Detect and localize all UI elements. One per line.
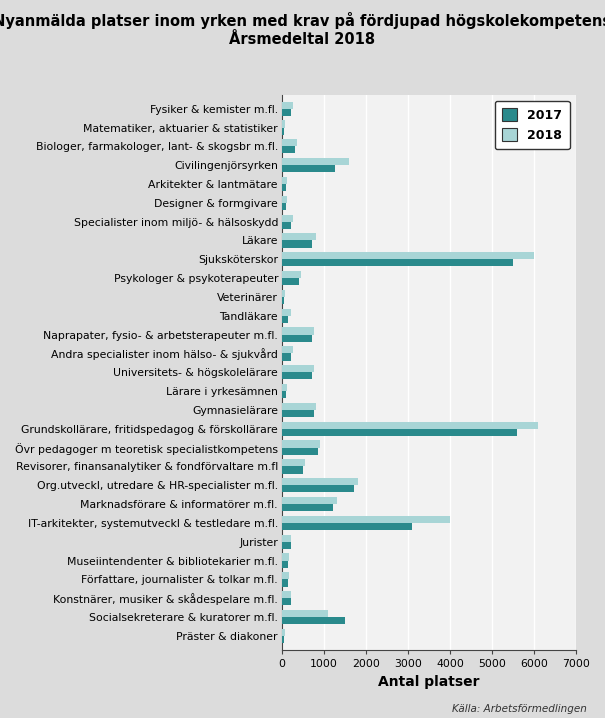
Bar xyxy=(282,222,290,229)
Bar xyxy=(282,467,303,474)
Bar xyxy=(282,554,289,561)
Bar xyxy=(282,391,286,398)
Bar xyxy=(282,497,337,504)
Bar xyxy=(282,629,285,636)
Bar xyxy=(282,101,293,108)
Bar xyxy=(282,278,299,285)
Bar xyxy=(282,165,335,172)
Bar xyxy=(282,196,287,202)
Bar xyxy=(282,478,358,485)
Text: Källa: Arbetsförmedlingen: Källa: Arbetsförmedlingen xyxy=(452,704,587,714)
Bar xyxy=(282,523,413,530)
Bar xyxy=(282,184,286,191)
Text: Nyanmälda platser inom yrken med krav på fördjupad högskolekompetens
Årsmedeltal: Nyanmälda platser inom yrken med krav på… xyxy=(0,12,605,47)
Bar xyxy=(282,271,301,278)
Bar xyxy=(282,485,353,493)
Bar xyxy=(282,504,333,511)
Bar xyxy=(282,384,287,391)
Bar xyxy=(282,177,287,184)
Bar xyxy=(282,365,313,373)
Bar xyxy=(282,516,450,523)
Bar xyxy=(282,309,290,316)
Bar xyxy=(282,429,517,436)
Bar xyxy=(282,579,289,587)
Bar xyxy=(282,403,316,410)
Bar xyxy=(282,241,312,248)
Bar xyxy=(282,335,312,342)
Bar xyxy=(282,202,286,210)
Bar xyxy=(282,373,312,379)
Bar xyxy=(282,327,313,335)
Bar xyxy=(282,252,534,259)
Bar xyxy=(282,146,295,154)
Bar xyxy=(282,121,285,128)
Bar xyxy=(282,316,289,323)
Bar xyxy=(282,259,513,266)
Bar xyxy=(282,108,290,116)
Bar xyxy=(282,158,349,165)
Legend: 2017, 2018: 2017, 2018 xyxy=(495,101,570,149)
Bar xyxy=(282,447,318,454)
Bar xyxy=(282,421,538,429)
Bar xyxy=(282,233,316,241)
Bar xyxy=(282,610,329,617)
Bar xyxy=(282,561,289,568)
Bar xyxy=(282,617,345,624)
Bar xyxy=(282,572,289,579)
Bar xyxy=(282,440,320,447)
Bar xyxy=(282,290,285,297)
Bar xyxy=(282,598,290,605)
Bar xyxy=(282,591,292,598)
Bar xyxy=(282,410,313,417)
Bar xyxy=(282,297,284,304)
Bar xyxy=(282,346,293,353)
X-axis label: Antal platser: Antal platser xyxy=(378,675,480,689)
Bar xyxy=(282,128,284,135)
Bar xyxy=(282,460,306,467)
Bar xyxy=(282,636,284,643)
Bar xyxy=(282,542,290,549)
Bar xyxy=(282,353,290,360)
Bar xyxy=(282,139,297,146)
Bar xyxy=(282,215,293,222)
Bar xyxy=(282,535,292,542)
